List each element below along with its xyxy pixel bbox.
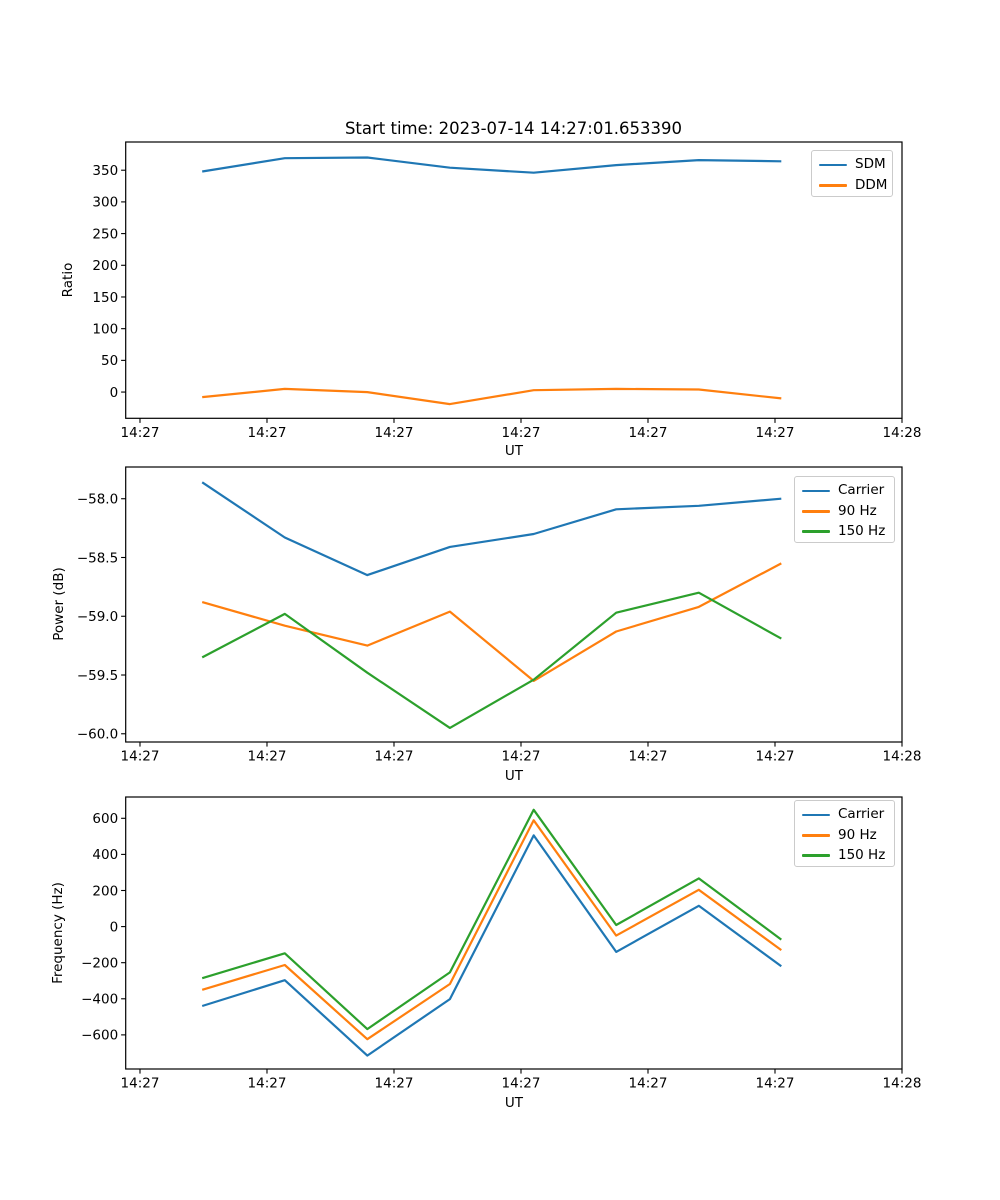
x-tick-label: 14:27 [121, 749, 160, 765]
series-line-150-hz [201, 808, 782, 1031]
x-tick-label: 14:28 [883, 749, 922, 765]
y-tick-label: 200 [92, 883, 118, 899]
legend-power: Carrier 90 Hz 150 Hz [794, 476, 895, 543]
subplot-frequency: 14:27 14:27 14:27 14:27 14:27 14:27 14:28 −600 −… [81, 796, 922, 1092]
x-tick-label: 14:27 [502, 1076, 541, 1092]
axes-frame [125, 141, 903, 419]
x-tick-label: 14:27 [248, 425, 287, 441]
series-line-carrier [201, 481, 782, 577]
legend-entry-90hz: 90 Hz [795, 825, 894, 845]
y-tick-label: −59.0 [77, 609, 118, 625]
x-tick-label: 14:27 [502, 425, 541, 441]
ddm-line-swatch [819, 183, 847, 187]
x-tick-label: 14:28 [883, 425, 922, 441]
legend-label: 150 Hz [838, 522, 886, 539]
legend-label: Carrier [838, 806, 885, 823]
axes-frame [125, 466, 903, 743]
series-line-150-hz [201, 591, 782, 730]
y-tick-label: −400 [81, 992, 118, 1008]
y-tick-label: −60.0 [77, 727, 118, 743]
x-tick-label: 14:27 [248, 749, 287, 765]
series-line-90-hz [201, 562, 782, 683]
y-tick-label: 0 [110, 385, 119, 401]
ut-axis-label-top: UT [504, 443, 524, 459]
x-tick-label: 14:27 [756, 425, 795, 441]
y-tick-label: −58.0 [77, 492, 118, 508]
legend-label: 150 Hz [838, 846, 886, 863]
x-tick-label: 14:27 [375, 1076, 414, 1092]
legend-label: 90 Hz [838, 502, 877, 519]
x-tick-label: 14:27 [629, 1076, 668, 1092]
x-tick-label: 14:27 [502, 749, 541, 765]
x-tick-label: 14:27 [756, 749, 795, 765]
y-tick-label: 250 [92, 226, 118, 242]
carrier-line-swatch [802, 489, 830, 493]
x-tick-label: 14:27 [375, 749, 414, 765]
x-tick-label: 14:27 [629, 425, 668, 441]
y-tick-label: −58.5 [77, 550, 118, 566]
sdm-line-swatch [819, 163, 847, 167]
x-tick-label: 14:27 [375, 425, 414, 441]
x-tick-label: 14:27 [121, 1076, 160, 1092]
y-tick-label: 400 [92, 847, 118, 863]
y-tick-label: 50 [101, 353, 118, 369]
y-tick-label: −200 [81, 955, 118, 971]
y-tick-label: 0 [110, 919, 119, 935]
ut-axis-label-middle: UT [504, 768, 524, 784]
series-line-ddm [202, 387, 782, 406]
y-tick-label: −59.5 [77, 668, 118, 684]
legend-label: DDM [855, 176, 888, 193]
legend-entry-90hz: 90 Hz [795, 501, 894, 521]
x-tick-label: 14:28 [883, 1076, 922, 1092]
y-tick-label: 100 [92, 321, 118, 337]
legend-label: Carrier [838, 482, 885, 499]
legend-entry-carrier: Carrier [795, 481, 894, 501]
power-axis-label: Power (dB) [51, 567, 67, 641]
x-tick-label: 14:27 [121, 425, 160, 441]
series-line-carrier [201, 834, 782, 1057]
150hz-line-swatch [802, 854, 830, 857]
series-line-90-hz [201, 819, 782, 1041]
frequency-axis-label: Frequency (Hz) [50, 882, 66, 984]
carrier-line-swatch [802, 813, 830, 817]
90hz-line-swatch [802, 833, 830, 837]
legend-entry-150hz: 150 Hz [795, 521, 894, 541]
x-tick-label: 14:27 [248, 1076, 287, 1092]
y-tick-label: 150 [92, 290, 118, 306]
90hz-line-swatch [802, 509, 830, 513]
y-tick-label: 350 [92, 163, 118, 179]
series-line-sdm [202, 156, 782, 174]
y-tick-label: 300 [92, 195, 118, 211]
legend-label: 90 Hz [838, 826, 877, 843]
axes-frame [125, 796, 903, 1070]
x-tick-label: 14:27 [629, 749, 668, 765]
y-tick-label: 200 [92, 258, 118, 274]
subplot-ratio: 14:27 14:27 14:27 14:27 14:27 14:27 14:28 0 50 10… [92, 141, 922, 441]
legend-entry-carrier: Carrier [795, 805, 894, 825]
150hz-line-swatch [802, 530, 830, 533]
x-tick-label: 14:27 [756, 1076, 795, 1092]
y-tick-label: −600 [81, 1028, 118, 1044]
figure-title: Start time: 2023-07-14 14:27:01.653390 [344, 119, 683, 138]
legend-entry-sdm: SDM [812, 155, 892, 175]
legend-entry-ddm: DDM [812, 175, 892, 195]
subplot-power: 14:27 14:27 14:27 14:27 14:27 14:27 14:28 −60.0… [77, 466, 922, 765]
y-tick-label: 600 [92, 811, 118, 827]
legend-entry-150hz: 150 Hz [795, 845, 894, 865]
legend-frequency: Carrier 90 Hz 150 Hz [794, 800, 895, 867]
ratio-axis-label: Ratio [60, 262, 76, 298]
legend-ratio: SDM DDM [811, 150, 893, 197]
legend-label: SDM [855, 156, 886, 173]
ut-axis-label-bottom: UT [504, 1095, 524, 1111]
